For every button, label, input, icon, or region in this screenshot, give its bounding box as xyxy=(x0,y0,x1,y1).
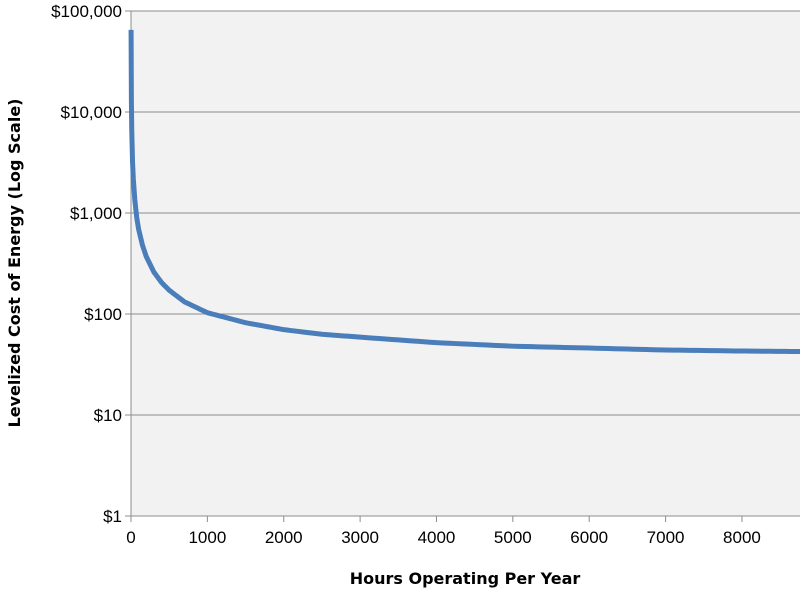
gridlines xyxy=(125,10,800,522)
y-tick-labels: $1 $10 $100 $1,000 $10,000 $100,000 xyxy=(51,2,122,526)
x-tick-label: 8000 xyxy=(723,528,761,547)
x-tick-label: 5000 xyxy=(494,528,532,547)
x-axis-title: Hours Operating Per Year xyxy=(350,569,581,588)
y-axis-title: Levelized Cost of Energy (Log Scale) xyxy=(5,99,24,428)
x-tick-label: 7000 xyxy=(647,528,685,547)
plot-area xyxy=(131,11,800,516)
series-line xyxy=(128,29,801,355)
y-tick-label: $1 xyxy=(103,507,122,526)
y-tick-label: $1,000 xyxy=(70,204,122,223)
x-tick-label: 6000 xyxy=(570,528,608,547)
x-tick-label: 4000 xyxy=(418,528,456,547)
y-tick-label: $10 xyxy=(94,406,122,425)
y-tick-label: $100,000 xyxy=(51,2,122,21)
y-tick-label: $100 xyxy=(84,305,122,324)
x-tick-label: 0 xyxy=(126,528,135,547)
y-tick-label: $10,000 xyxy=(61,103,122,122)
x-tick-label: 1000 xyxy=(188,528,226,547)
x-tick-label: 2000 xyxy=(265,528,303,547)
x-tick-label: 3000 xyxy=(341,528,379,547)
x-tick-labels: 0 1000 2000 3000 4000 5000 6000 7000 8000 xyxy=(126,528,761,547)
